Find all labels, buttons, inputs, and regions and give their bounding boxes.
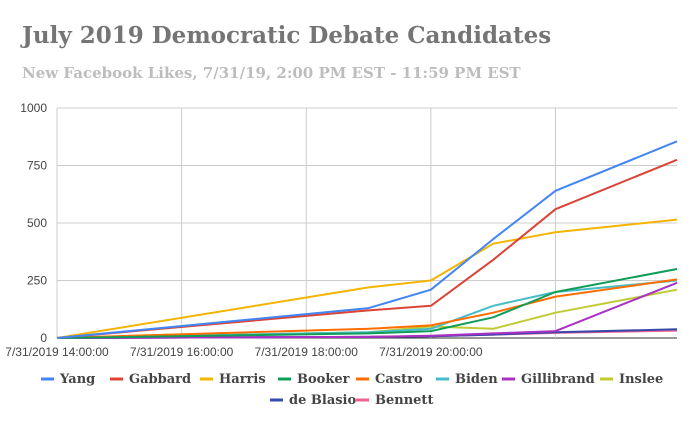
legend-label: de Blasio bbox=[289, 393, 356, 408]
series-line-booker bbox=[56, 268, 678, 339]
series-line-yang bbox=[56, 140, 678, 339]
y-tick-label: 500 bbox=[27, 216, 47, 230]
chart-title: July 2019 Democratic Debate Candidates bbox=[22, 22, 552, 49]
y-axis-ticks: 0 250 500 750 1000 bbox=[20, 101, 47, 345]
series-line-gillibrand bbox=[56, 281, 678, 339]
legend-label: Yang bbox=[59, 372, 95, 387]
legend-label: Harris bbox=[219, 372, 266, 387]
series-line-harris bbox=[56, 218, 678, 339]
legend-label: Castro bbox=[375, 372, 423, 387]
x-tick-label: 7/31/2019 14:00:00 bbox=[5, 345, 109, 359]
x-tick-label: 7/31/2019 16:00:00 bbox=[130, 345, 234, 359]
legend-label: Bennett bbox=[375, 393, 433, 408]
legend-label: Biden bbox=[455, 372, 498, 387]
legend: Yang Gabbard Harris Booker Castro Biden Gillib… bbox=[41, 372, 663, 408]
x-axis-ticks: 7/31/2019 14:00:00 7/31/2019 16:00:00 7/31… bbox=[5, 345, 483, 359]
x-tick-label: 7/31/2019 18:00:00 bbox=[255, 345, 359, 359]
y-tick-label: 1000 bbox=[20, 101, 47, 115]
y-tick-label: 250 bbox=[27, 274, 47, 288]
y-tick-label: 0 bbox=[40, 331, 47, 345]
legend-label: Booker bbox=[297, 372, 350, 387]
x-tick-label: 7/31/2019 20:00:00 bbox=[379, 345, 483, 359]
series-line-gabbard bbox=[56, 158, 678, 339]
chart-subtitle: New Facebook Likes, 7/31/19, 2:00 PM EST… bbox=[22, 64, 521, 82]
legend-label: Gabbard bbox=[129, 372, 191, 387]
legend-label: Inslee bbox=[619, 372, 663, 387]
grid bbox=[56, 107, 677, 339]
series-lines bbox=[56, 140, 678, 339]
y-tick-label: 750 bbox=[27, 159, 47, 173]
series-line-castro bbox=[56, 278, 678, 339]
legend-label: Gillibrand bbox=[521, 372, 595, 387]
